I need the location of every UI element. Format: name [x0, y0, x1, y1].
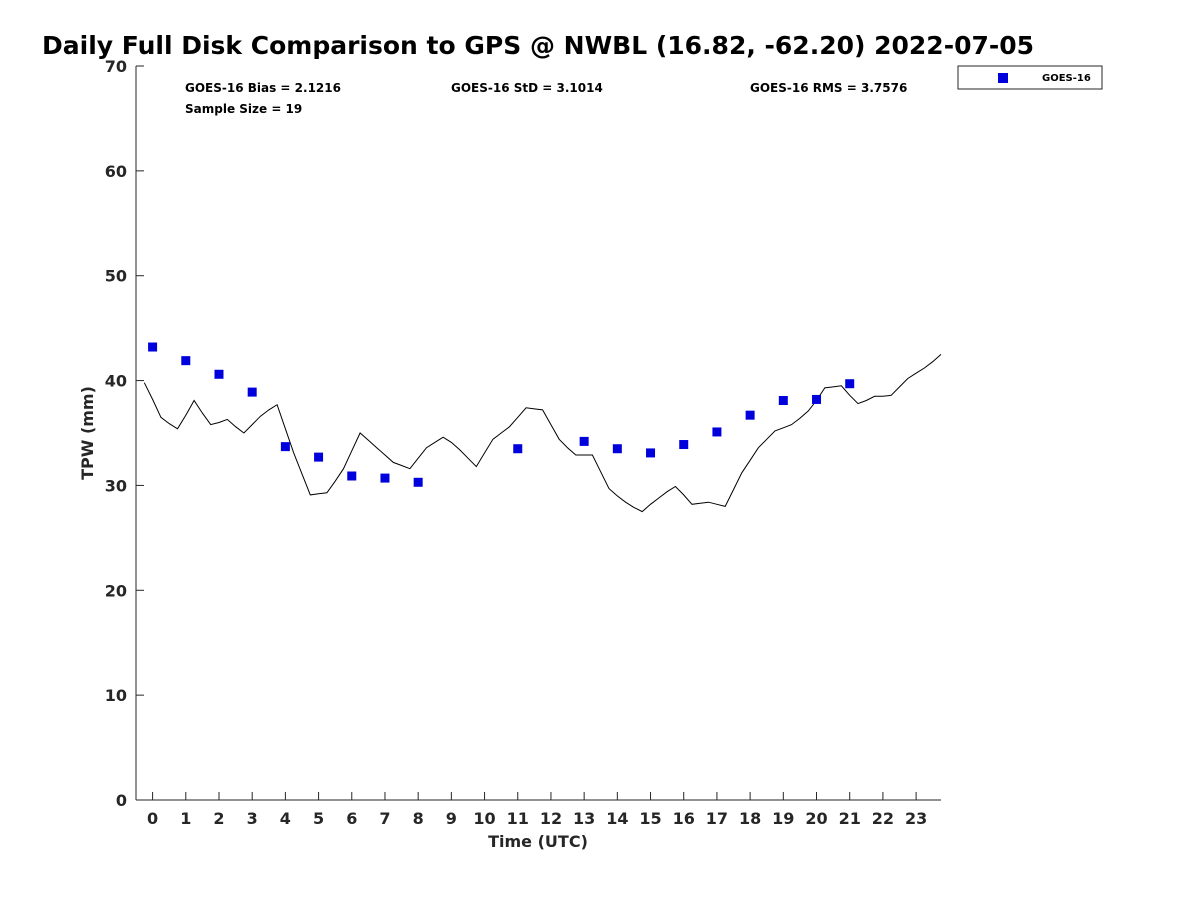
goes16-point — [778, 395, 788, 405]
x-tick-label: 20 — [805, 809, 827, 828]
goes16-point — [812, 394, 822, 404]
x-tick-label: 21 — [839, 809, 861, 828]
x-tick-label: 10 — [473, 809, 495, 828]
sample-size-annotation: Sample Size = 19 — [185, 102, 302, 116]
x-tick-label: 18 — [739, 809, 761, 828]
y-tick-label: 0 — [116, 791, 127, 810]
legend: GOES-16 — [957, 65, 1103, 90]
x-tick-label: 12 — [540, 809, 562, 828]
goes16-point — [612, 444, 622, 454]
x-tick-label: 19 — [772, 809, 794, 828]
x-tick-label: 9 — [446, 809, 457, 828]
goes16-marker-series — [148, 342, 855, 487]
goes16-point — [646, 448, 656, 458]
x-tick-label: 4 — [280, 809, 291, 828]
goes16-point — [845, 379, 855, 389]
gps-line-series — [143, 354, 942, 513]
x-tick-label: 8 — [413, 809, 424, 828]
x-axis-label: Time (UTC) — [488, 832, 588, 851]
goes16-point — [214, 369, 224, 379]
x-tick-label: 2 — [213, 809, 224, 828]
rms-annotation: GOES-16 RMS = 3.7576 — [750, 81, 907, 95]
x-tick-label: 7 — [379, 809, 390, 828]
x-tick-label: 6 — [346, 809, 357, 828]
x-tick-label: 17 — [706, 809, 728, 828]
x-tick-label: 3 — [247, 809, 258, 828]
legend-label-goes16: GOES-16 — [1042, 73, 1091, 84]
y-tick-label: 40 — [105, 372, 127, 391]
x-tick-label: 22 — [872, 809, 894, 828]
goes16-point — [280, 442, 290, 452]
legend-marker-goes16 — [998, 73, 1008, 83]
x-tick-label: 16 — [673, 809, 695, 828]
std-annotation: GOES-16 StD = 3.1014 — [451, 81, 603, 95]
goes16-point — [380, 473, 390, 483]
y-tick-label: 10 — [105, 686, 127, 705]
x-tick-label: 0 — [147, 809, 158, 828]
x-tick-label: 5 — [313, 809, 324, 828]
legend-box — [957, 65, 1103, 90]
x-tick-label: 15 — [639, 809, 661, 828]
goes16-point — [712, 427, 722, 437]
chart-title: Daily Full Disk Comparison to GPS @ NWBL… — [42, 31, 1034, 60]
y-axis-label: TPW (mm) — [78, 386, 97, 480]
x-tick-label: 1 — [180, 809, 191, 828]
bias-annotation: GOES-16 Bias = 2.1216 — [185, 81, 341, 95]
axes — [135, 66, 941, 801]
goes16-point — [579, 436, 589, 446]
y-tick-label: 20 — [105, 581, 127, 600]
goes16-point — [247, 387, 257, 397]
goes16-point — [314, 452, 324, 462]
goes16-point — [413, 477, 423, 487]
x-tick-label: 23 — [905, 809, 927, 828]
gps-line — [143, 354, 942, 513]
y-tick-label: 60 — [105, 162, 127, 181]
goes16-point — [745, 410, 755, 420]
x-tick-label: 14 — [606, 809, 628, 828]
y-tick-label: 50 — [105, 267, 127, 286]
goes16-point — [347, 471, 357, 481]
goes16-point — [181, 356, 191, 366]
goes16-point — [148, 342, 158, 352]
y-tick-label: 70 — [105, 57, 127, 76]
goes16-point — [679, 440, 689, 450]
y-tick-label: 30 — [105, 476, 127, 495]
x-tick-label: 13 — [573, 809, 595, 828]
goes16-point — [513, 444, 523, 454]
x-tick-label: 11 — [507, 809, 529, 828]
